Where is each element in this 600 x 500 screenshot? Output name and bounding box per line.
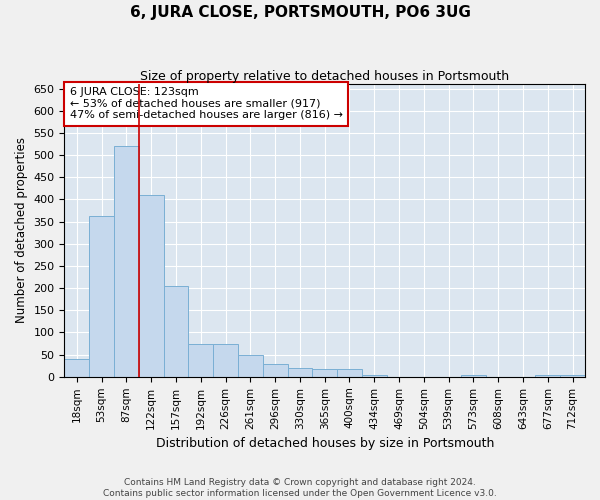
Bar	[560, 374, 585, 377]
Bar	[337, 369, 362, 377]
Bar	[213, 344, 238, 377]
Text: 6 JURA CLOSE: 123sqm
← 53% of detached houses are smaller (917)
47% of semi-deta: 6 JURA CLOSE: 123sqm ← 53% of detached h…	[70, 87, 343, 120]
Bar	[164, 286, 188, 377]
Text: Contains HM Land Registry data © Crown copyright and database right 2024.
Contai: Contains HM Land Registry data © Crown c…	[103, 478, 497, 498]
Bar	[139, 195, 164, 377]
Bar	[238, 354, 263, 377]
Y-axis label: Number of detached properties: Number of detached properties	[15, 138, 28, 324]
Bar	[263, 364, 287, 377]
Bar	[461, 374, 486, 377]
X-axis label: Distribution of detached houses by size in Portsmouth: Distribution of detached houses by size …	[155, 437, 494, 450]
Bar	[362, 374, 386, 377]
Bar	[114, 146, 139, 377]
Bar	[535, 374, 560, 377]
Bar	[313, 369, 337, 377]
Bar	[89, 216, 114, 377]
Bar	[188, 344, 213, 377]
Title: Size of property relative to detached houses in Portsmouth: Size of property relative to detached ho…	[140, 70, 509, 83]
Text: 6, JURA CLOSE, PORTSMOUTH, PO6 3UG: 6, JURA CLOSE, PORTSMOUTH, PO6 3UG	[130, 5, 470, 20]
Bar	[64, 359, 89, 377]
Bar	[287, 368, 313, 377]
